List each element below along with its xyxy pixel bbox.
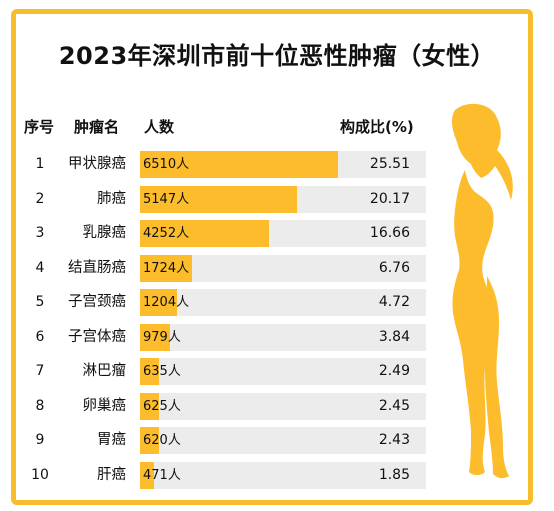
bar-row: 2 肺癌 5147人 20.17 [0, 185, 554, 213]
rank-label: 4 [35, 259, 45, 276]
count-label: 471人 [143, 467, 181, 483]
bar-track: 979人 [140, 323, 426, 351]
bar-row: 7 淋巴瘤 635人 2.49 [0, 358, 554, 385]
bar [140, 427, 159, 454]
bar-row: 5 子宫颈癌 1204人 4.72 [0, 289, 554, 316]
rank-label: 3 [35, 225, 45, 241]
count-label: 6510人 [143, 157, 190, 172]
count-label: 635人 [143, 364, 181, 379]
category-label: 结直肠癌 [68, 259, 126, 276]
rank-label: 5 [35, 294, 45, 310]
bar-track: 1724人 [140, 254, 426, 282]
bar-row: 6 子宫体癌 979人 3.84 [0, 323, 554, 351]
bar-track: 625人 [140, 392, 426, 420]
category-label: 子宫颈癌 [68, 294, 126, 310]
ratio-label: 3.84 [378, 328, 410, 345]
female-silhouette-icon [451, 103, 513, 479]
count-label: 620人 [143, 433, 181, 448]
bar [140, 289, 177, 316]
rank-label: 9 [35, 432, 45, 448]
rank-label: 2 [35, 190, 45, 207]
ratio-label: 20.17 [369, 190, 410, 207]
bar [140, 358, 160, 385]
count-label: 979人 [143, 329, 181, 345]
category-label: 乳腺癌 [82, 225, 127, 241]
category-label: 甲状腺癌 [68, 156, 126, 172]
ratio-label: 2.43 [378, 432, 410, 448]
rank-label: 6 [35, 328, 45, 345]
count-label: 1724人 [143, 260, 190, 276]
count-label: 4252人 [143, 226, 190, 241]
ratio-label: 25.51 [369, 156, 410, 172]
count-label: 1204人 [143, 295, 190, 310]
bar-row: 10 肝癌 471人 1.85 [0, 461, 554, 489]
bar-row: 9 胃癌 620人 2.43 [0, 427, 554, 454]
category-label: 子宫体癌 [68, 328, 126, 345]
bar [140, 254, 193, 282]
header-name: 肿瘤名 [74, 118, 120, 136]
bar-track: 620人 [140, 427, 426, 454]
bar [140, 151, 339, 178]
bar [140, 323, 170, 351]
header-count: 人数 [144, 118, 175, 136]
ratio-label: 16.66 [369, 225, 410, 241]
rank-label: 7 [35, 363, 45, 379]
bar [140, 185, 297, 213]
category-label: 肝癌 [97, 466, 126, 483]
category-label: 淋巴瘤 [82, 363, 127, 379]
bar-row: 8 卵巢癌 625人 2.45 [0, 392, 554, 420]
bar-track: 5147人 [140, 185, 426, 213]
ratio-label: 6.76 [378, 259, 410, 276]
ratio-label: 2.49 [378, 363, 410, 379]
bar-track: 1204人 [140, 289, 426, 316]
bar [140, 392, 160, 420]
bar [140, 220, 270, 247]
bar-track: 6510人 [140, 151, 426, 178]
ratio-label: 1.85 [378, 466, 410, 483]
bar-row: 3 乳腺癌 4252人 16.66 [0, 220, 554, 247]
category-label: 肺癌 [97, 190, 126, 207]
header-rank: 序号 [24, 118, 55, 136]
count-label: 5147人 [143, 191, 190, 207]
chart-title: 2023年深圳市前十位恶性肿瘤（女性） [58, 42, 496, 70]
bar-row: 4 结直肠癌 1724人 6.76 [0, 254, 554, 282]
ratio-label: 2.45 [378, 397, 410, 414]
header-ratio: 构成比(%) [340, 118, 414, 136]
bar-track: 4252人 [140, 220, 426, 247]
rank-label: 10 [31, 466, 49, 483]
rank-label: 1 [35, 156, 45, 172]
ratio-label: 4.72 [378, 294, 410, 310]
count-label: 625人 [143, 398, 181, 414]
rank-label: 8 [35, 397, 45, 414]
bar-track: 471人 [140, 461, 426, 489]
bar [140, 461, 155, 489]
category-label: 卵巢癌 [82, 397, 127, 414]
bar-row: 1 甲状腺癌 6510人 25.51 [0, 151, 554, 178]
category-label: 胃癌 [97, 432, 126, 448]
bar-track: 635人 [140, 358, 426, 385]
